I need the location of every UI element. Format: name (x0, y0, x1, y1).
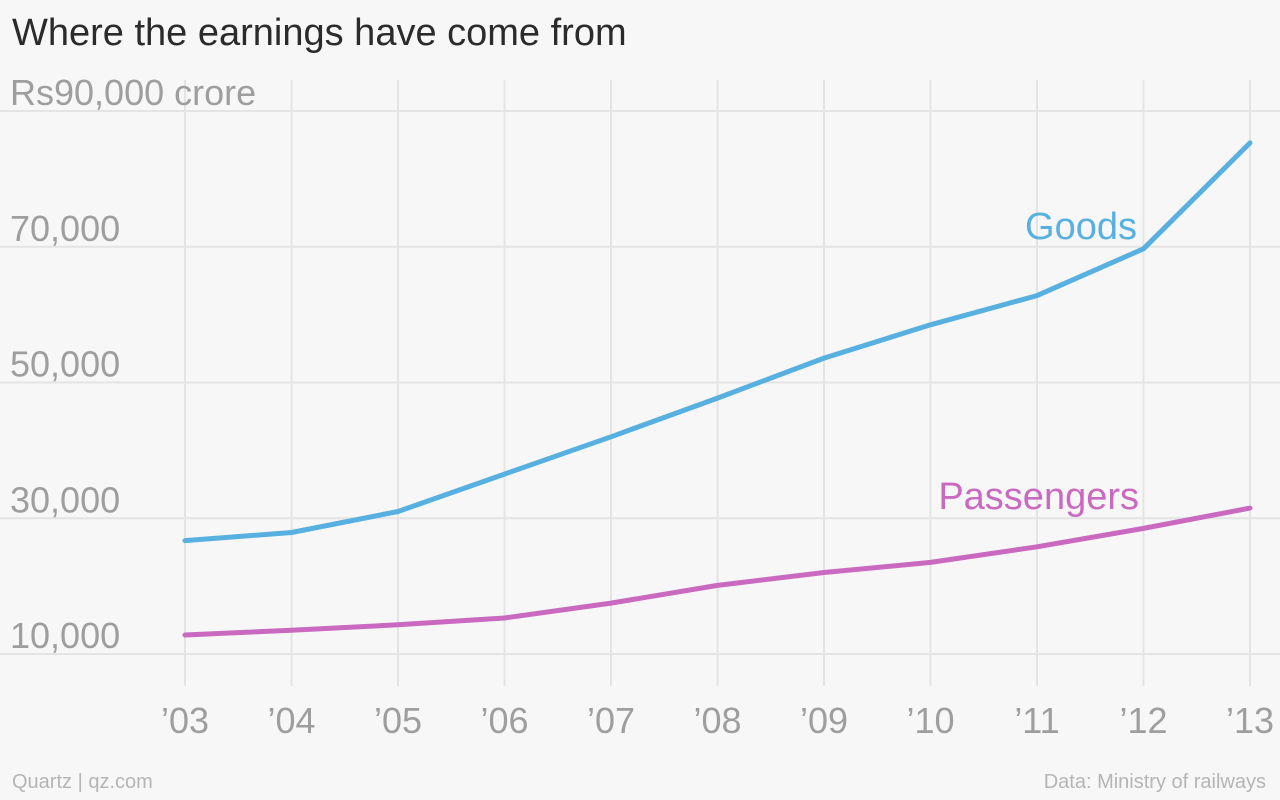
y-tick-label: 30,000 (10, 479, 120, 520)
x-tick-label: ’05 (374, 700, 422, 741)
x-tick-label: ’06 (480, 700, 528, 741)
x-tick-label: ’11 (1014, 700, 1059, 741)
y-tick-label: Rs90,000 crore (10, 72, 256, 113)
axis-labels: 10,000 30,000 50,000 70,000 Rs90,000 crore ’0… (10, 72, 1274, 741)
source-text: Data: Ministry of railways (1043, 771, 1266, 793)
goods-series-label: Goods (1025, 206, 1137, 248)
x-tick-label: ’13 (1226, 700, 1274, 741)
x-tick-label: ’07 (587, 700, 635, 741)
y-tick-label: 10,000 (10, 615, 120, 656)
grid-layer (0, 80, 1280, 686)
x-tick-label: ’03 (161, 700, 209, 741)
chart-title: Where the earnings have come from (12, 12, 627, 54)
y-tick-label: 50,000 (10, 344, 120, 385)
x-tick-label: ’10 (906, 700, 954, 741)
series-layer (182, 140, 1253, 638)
x-tick-label: ’12 (1119, 700, 1167, 741)
x-tick-label: ’04 (267, 700, 315, 741)
x-tick-label: ’08 (693, 700, 741, 741)
y-tick-label: 70,000 (10, 208, 120, 249)
passengers-line (182, 505, 1253, 638)
x-tick-label: ’09 (800, 700, 848, 741)
goods-line (182, 140, 1253, 544)
passengers-series-label: Passengers (938, 476, 1139, 518)
series-labels: Goods Passengers (938, 206, 1139, 518)
credit-text: Quartz | qz.com (12, 771, 153, 793)
